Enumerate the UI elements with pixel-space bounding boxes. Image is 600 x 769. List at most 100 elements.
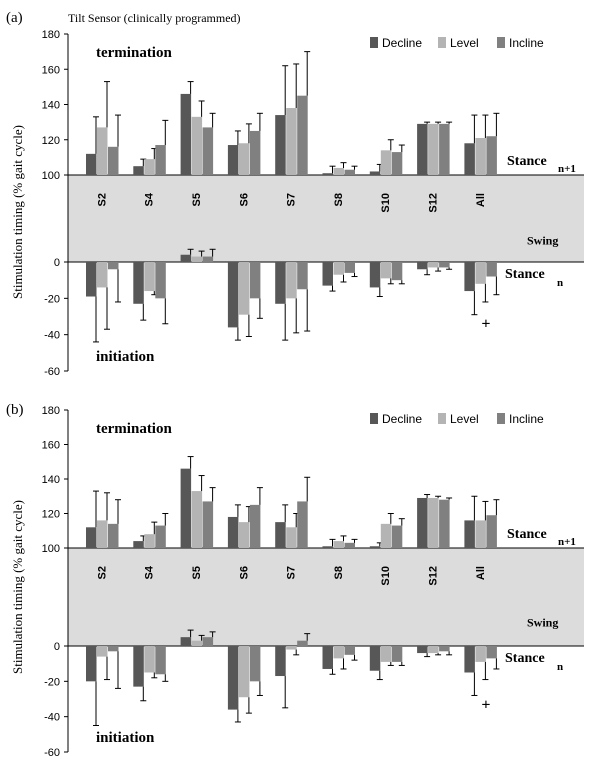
initiation-bar-level	[238, 262, 250, 315]
legend-label-decline: Decline	[382, 36, 422, 50]
category-label: S12	[428, 193, 440, 213]
termination-bar-decline	[369, 171, 381, 175]
termination-bar-decline	[275, 115, 286, 175]
panel-b: 180 160 140 120 100 0 -20 -40 -60 S2 S4 S5 S6 S7 S8 S10…	[6, 402, 584, 759]
initiation-bar-incline	[202, 637, 214, 646]
termination-bar-level	[144, 159, 155, 175]
initiation-bar-decline	[417, 262, 428, 270]
termination-bar-decline	[86, 527, 97, 548]
termination-bar-decline	[417, 497, 428, 548]
initiation-bar-decline	[133, 646, 144, 687]
panel-a: 180 160 140 120 100 0 -20 -40 -60 S2 S4 S5 S6 S7 S8 S10…	[6, 10, 584, 378]
category-label: S8	[333, 566, 345, 579]
y-tick-label: -40	[44, 712, 60, 724]
y-tick-label: 0	[54, 257, 60, 269]
y-tick-label: 120	[42, 509, 60, 521]
initiation-bar-level	[428, 262, 439, 268]
termination-bar-decline	[180, 468, 192, 548]
y-axis-label-b: Stimulation timing (% gait cycle)	[10, 500, 25, 674]
category-label: S12	[428, 566, 440, 586]
legend-label-level: Level	[450, 36, 479, 50]
termination-bar-decline	[227, 516, 239, 548]
initiation-bar-incline	[391, 262, 403, 281]
initiation-bar-level	[191, 640, 203, 646]
initiation-bar-incline	[486, 646, 497, 659]
termination-bar-level	[238, 522, 250, 548]
initiation-label: initiation	[96, 730, 155, 746]
initiation-bar-level	[286, 646, 297, 650]
termination-bar-decline	[133, 541, 144, 548]
panel-title: Tilt Sensor (clinically programmed)	[68, 11, 241, 25]
termination-bar-incline	[155, 145, 166, 175]
stance-n1-subscript: n+1	[558, 163, 576, 175]
category-label: S10	[380, 193, 392, 213]
y-tick-label: 100	[42, 170, 60, 182]
termination-bar-incline	[202, 127, 214, 175]
termination-bar-incline	[202, 501, 214, 548]
termination-bar-incline	[155, 525, 166, 548]
initiation-bar-incline	[439, 646, 450, 652]
termination-bar-incline	[344, 542, 355, 548]
initiation-bar-level	[144, 262, 155, 292]
swing-band	[68, 175, 584, 262]
termination-bar-incline	[249, 130, 261, 175]
y-tick-label: -20	[44, 676, 60, 688]
initiation-bar-incline	[155, 646, 166, 675]
stance-n1-subscript: n+1	[558, 536, 576, 548]
legend-label-level: Level	[450, 412, 479, 426]
termination-bar-level	[428, 497, 439, 548]
initiation-bar-incline	[344, 262, 355, 273]
initiation-bar-level	[475, 646, 486, 662]
category-label: All	[475, 566, 487, 580]
category-label: S4	[144, 192, 156, 206]
stance-n-label: Stance	[505, 651, 545, 666]
initiation-bar-decline	[86, 262, 97, 297]
termination-bar-level	[380, 150, 392, 175]
initiation-bar-decline	[180, 637, 192, 646]
y-tick-label: 180	[42, 29, 60, 41]
termination-bar-level	[475, 520, 486, 548]
y-tick-label: -60	[44, 747, 60, 759]
termination-bar-incline	[297, 95, 308, 175]
y-tick-label: -20	[44, 293, 60, 305]
initiation-bar-incline	[249, 262, 261, 299]
initiation-bar-level	[333, 646, 344, 659]
termination-bar-level	[97, 520, 108, 548]
termination-label: termination	[96, 421, 172, 437]
initiation-bar-incline	[297, 262, 308, 290]
termination-bar-incline	[108, 146, 119, 175]
termination-bar-level	[286, 527, 297, 548]
initiation-bar-decline	[227, 646, 239, 710]
category-label: S5	[191, 193, 203, 206]
initiation-label: initiation	[96, 349, 155, 365]
termination-bar-decline	[180, 93, 192, 175]
significance-plus: +	[481, 696, 490, 713]
termination-bar-level	[144, 534, 155, 548]
legend-swatch-decline	[370, 37, 378, 48]
initiation-bar-decline	[180, 254, 192, 262]
initiation-bar-level	[97, 646, 108, 657]
y-tick-label: 180	[42, 405, 60, 417]
initiation-bar-incline	[202, 256, 214, 262]
category-label: S2	[96, 566, 108, 579]
initiation-bar-decline	[322, 262, 333, 286]
termination-bar-level	[191, 491, 203, 548]
swing-label: Swing	[527, 615, 558, 629]
termination-bar-level	[333, 167, 344, 175]
initiation-bar-decline	[464, 262, 475, 292]
termination-bar-level	[380, 523, 392, 548]
swing-band	[68, 548, 584, 646]
termination-bar-incline	[108, 523, 119, 548]
y-axis-label-a: Stimulation timing (% gait cycle)	[10, 125, 25, 299]
termination-bar-decline	[133, 166, 144, 175]
panel-label: (b)	[6, 402, 24, 418]
initiation-bar-level	[475, 262, 486, 284]
termination-bar-decline	[322, 173, 333, 175]
initiation-bar-incline	[439, 262, 450, 268]
initiation-bar-level	[191, 256, 203, 262]
y-tick-label: -40	[44, 330, 60, 342]
termination-bar-decline	[417, 123, 428, 175]
initiation-bar-level	[380, 262, 392, 279]
y-tick-label: 120	[42, 135, 60, 147]
